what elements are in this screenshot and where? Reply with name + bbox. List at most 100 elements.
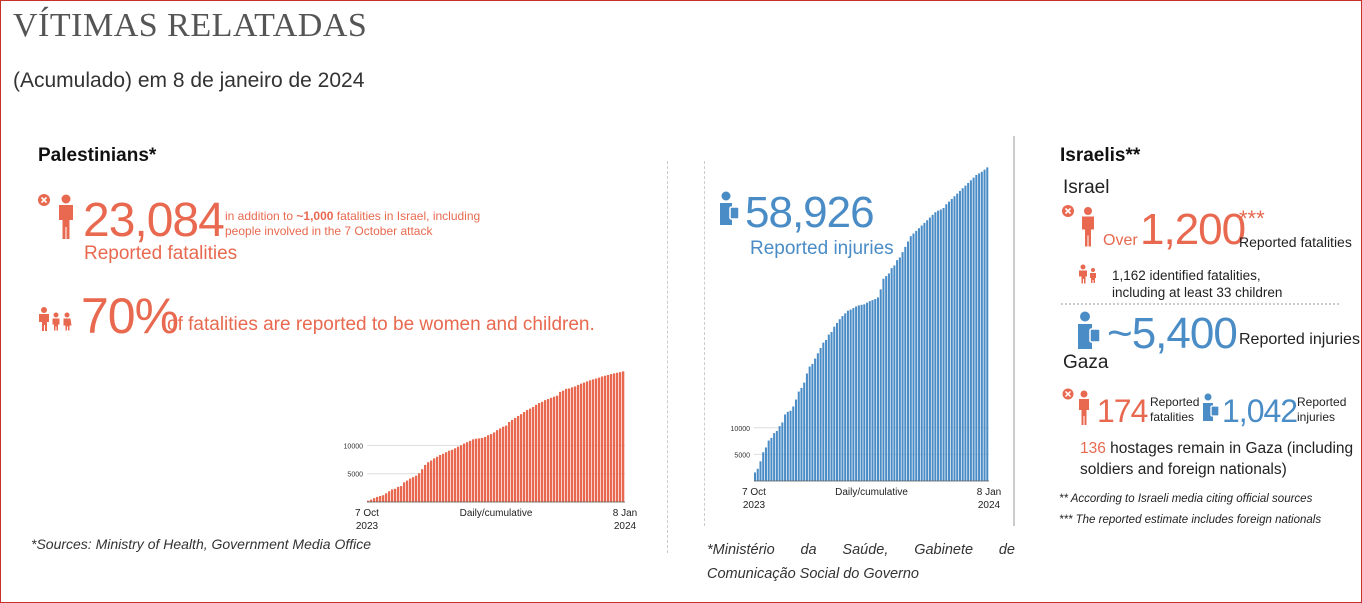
injuries-chart-bar: [800, 387, 803, 481]
fatalities-chart-bar: [424, 464, 427, 502]
injuries-chart-ytick-label: 10000: [731, 426, 751, 433]
fatalities-chart-bar: [391, 489, 394, 502]
hostages-text2: soldiers and foreign nationals): [1080, 461, 1287, 478]
injuries-chart-bar: [950, 198, 953, 482]
injuries-chart-bar: [863, 304, 866, 481]
injuries-chart-bar: [928, 217, 931, 481]
israel-fatalities-stars: ***: [1239, 206, 1265, 231]
page-title: VÍTIMAS RELATADAS: [13, 7, 368, 44]
fatality-person-icon: [38, 194, 73, 239]
palestinian-fatalities-value: 23,084: [83, 194, 225, 247]
fatalities-chart-bar: [616, 372, 619, 502]
injuries-chart-bar: [939, 209, 942, 481]
injuries-chart-bar: [874, 298, 877, 481]
injuries-chart-bar: [819, 347, 822, 481]
injuries-chart-bar: [781, 422, 784, 481]
injuries-chart-bar: [887, 273, 890, 481]
fatalities-chart-bar: [586, 381, 589, 502]
injuries-chart-bar: [797, 391, 800, 481]
gaza-injury-label2: injuries: [1297, 410, 1336, 424]
injuries-chart-bar: [833, 326, 836, 481]
injuries-source-line1: *Ministério da Saúde, Gabinete de: [707, 542, 1015, 558]
fatalities-chart-x-start-label-2: 2023: [356, 521, 379, 532]
fatalities-chart-bar: [535, 404, 538, 502]
israelis-heading: Israelis**: [1060, 145, 1141, 166]
hostages-text1: hostages remain in Gaza (including: [1105, 440, 1354, 457]
fatalities-chart-bar: [541, 401, 544, 502]
fatalities-chart-bar: [607, 375, 610, 502]
israel-injury-icon: [1078, 311, 1101, 349]
injuries-chart-bar: [835, 322, 839, 481]
injuries-chart-bar: [844, 313, 847, 481]
injuries-chart-bar: [792, 406, 795, 481]
gaza-injury-icon: [1203, 393, 1220, 421]
injuries-chart-bar: [923, 222, 926, 481]
injuries-chart-bar: [871, 300, 874, 481]
fatalities-chart-bar: [544, 400, 547, 502]
fatalities-chart-bar: [487, 435, 490, 502]
injuries-chart-bar: [964, 185, 967, 481]
injuries-chart-bar: [770, 437, 773, 481]
injuries-chart-bar: [980, 171, 983, 481]
fatalities-chart-bar: [394, 488, 397, 502]
injuries-chart-bar: [926, 220, 929, 481]
source-word-5: de: [998, 542, 1015, 558]
fatalities-chart-bar: [466, 442, 469, 502]
fatalities-chart-bar: [619, 372, 622, 502]
injuries-chart-bar: [953, 196, 956, 481]
israeli-footnote-2: *** The reported estimate includes forei…: [1059, 514, 1322, 526]
fatalities-chart-bar: [457, 446, 460, 502]
injuries-chart-bar: [912, 233, 915, 481]
injuries-chart-bar: [822, 342, 825, 481]
fatalities-chart-bar: [514, 417, 517, 502]
gaza-fatal-label1: Reported: [1150, 395, 1200, 409]
fatalities-chart-bar: [400, 486, 403, 502]
injuries-label: Reported injuries: [750, 238, 894, 259]
fatalities-chart-bar: [478, 438, 481, 502]
fatalities-chart-bar: [382, 495, 385, 502]
palestinians-heading: Palestinians*: [38, 145, 157, 166]
fatalities-chart-bar: [532, 407, 535, 502]
gaza-injury-label1: Reported: [1297, 395, 1347, 409]
injuries-chart-bar: [773, 433, 776, 481]
fatalities-chart-bar: [613, 373, 616, 502]
fatalities-chart-bar: [592, 379, 595, 502]
fatalities-chart-bar: [574, 386, 577, 502]
fatalities-chart-bar: [511, 419, 514, 502]
palestinians-source: *Sources: Ministry of Health, Government…: [31, 536, 372, 552]
injuries-source: *Ministério da Saúde, Gabinete de Comuni…: [707, 542, 1015, 582]
fatalities-chart-ytick-label: 5000: [347, 472, 363, 479]
fatalities-chart-bar: [418, 473, 421, 502]
source-word-3: Saúde,: [842, 542, 889, 558]
injuries-chart-bar: [756, 468, 759, 481]
gaza-fatality-icon: [1062, 388, 1089, 425]
fatalities-chart-bar: [571, 387, 574, 502]
palestinian-fatalities-label: Reported fatalities: [84, 243, 238, 264]
fatalities-chart-bar: [526, 410, 529, 502]
fatalities-chart-bar: [475, 438, 478, 502]
injuries-chart-bar: [827, 334, 830, 481]
fatalities-chart-bar: [583, 382, 586, 502]
fatalities-chart-bar: [448, 450, 451, 502]
fatalities-chart-bar: [427, 462, 430, 502]
fatalities-chart-bar: [376, 496, 379, 502]
injuries-chart-bar: [893, 265, 896, 481]
injuries-chart-bar: [811, 363, 814, 481]
injuries-chart-bar: [909, 236, 912, 481]
injuries-chart-bar: [805, 373, 808, 481]
fatalities-chart-bar: [496, 430, 499, 502]
injuries-chart-ytick-label: 5000: [734, 452, 750, 459]
fatalities-chart-bar: [568, 388, 571, 502]
note-line2: people involved in the 7 October attack: [225, 224, 433, 238]
fatalities-chart: 5000 10000 7 Oct 2023 8 Jan 2024 Daily/cumulat…: [344, 371, 637, 532]
fatalities-chart-bar: [433, 458, 436, 502]
injuries-chart-x-end-label-1: 8 Jan: [977, 487, 1001, 498]
divider-israelis: [1013, 136, 1015, 526]
fatalities-chart-bar: [577, 384, 580, 502]
fatalities-chart-bar: [598, 377, 601, 502]
gaza-injuries-label: Reported injuries: [1297, 395, 1346, 425]
fatalities-chart-bar: [415, 475, 418, 502]
gaza-heading: Gaza: [1063, 352, 1109, 373]
injuries-chart-bar: [762, 452, 765, 481]
injuries-chart-bar: [778, 426, 781, 481]
